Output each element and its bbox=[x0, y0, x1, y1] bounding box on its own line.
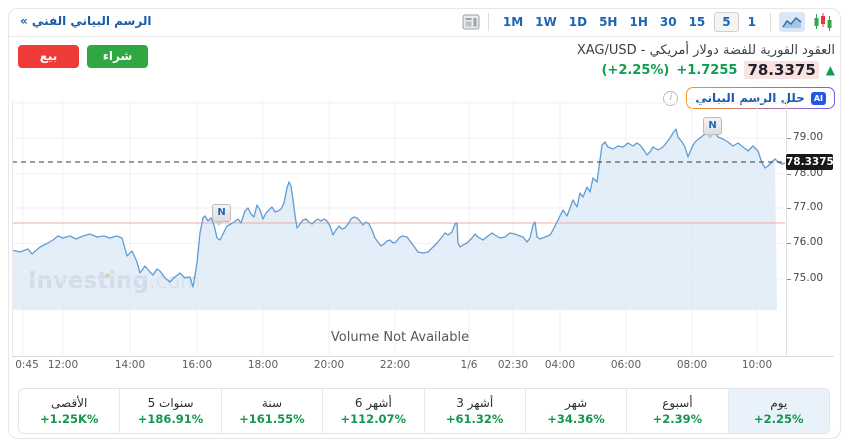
x-axis-label: 04:00 bbox=[544, 359, 576, 371]
topbar-divider bbox=[9, 36, 839, 37]
x-axis-label: 08:00 bbox=[676, 359, 708, 371]
volume-note: Volume Not Available bbox=[330, 330, 470, 345]
news-marker[interactable]: N bbox=[703, 117, 722, 139]
perf-value: +112.07% bbox=[340, 412, 407, 426]
sell-button[interactable]: بيع bbox=[18, 45, 79, 68]
y-axis-tick bbox=[787, 279, 791, 280]
last-price: 78.3375 bbox=[744, 61, 819, 79]
perf-value: +2.25% bbox=[754, 412, 804, 426]
perf-cell-4[interactable]: 6 أشهر +112.07% bbox=[323, 389, 425, 433]
perf-value: +186.91% bbox=[137, 412, 204, 426]
x-axis-label: 16:00 bbox=[181, 359, 213, 371]
x-axis-label: 02:30 bbox=[497, 359, 529, 371]
x-axis-label: 14:00 bbox=[114, 359, 146, 371]
current-price-tag: 78.3375 bbox=[786, 154, 834, 170]
perf-label: سنة bbox=[261, 396, 282, 410]
technical-chart-link[interactable]: الرسم البياني الفني » bbox=[20, 14, 152, 28]
y-axis-label: 75.00 bbox=[793, 272, 824, 284]
candlestick-chart-type-icon[interactable] bbox=[813, 12, 833, 32]
perf-label: 6 أشهر bbox=[354, 396, 392, 410]
price-chart[interactable] bbox=[12, 100, 786, 356]
timeframe-1M[interactable]: 1M bbox=[502, 15, 524, 29]
perf-label: 5 سنوات bbox=[147, 396, 194, 410]
x-axis-label: 10:00 bbox=[741, 359, 773, 371]
perf-cell-5[interactable]: سنة +161.55% bbox=[222, 389, 324, 433]
timeframe-1[interactable]: 1 bbox=[747, 15, 756, 29]
perf-label: 3 أشهر bbox=[456, 396, 494, 410]
timeframe-5[interactable]: 5 bbox=[714, 12, 739, 32]
perf-cell-3[interactable]: 3 أشهر +61.32% bbox=[425, 389, 526, 433]
timeframe-1D[interactable]: 1D bbox=[568, 15, 588, 29]
timeframe-1H[interactable]: 1H bbox=[629, 15, 648, 29]
x-axis-label: 22:00 bbox=[379, 359, 411, 371]
perf-value: +61.32% bbox=[445, 412, 504, 426]
y-axis-tick bbox=[787, 138, 791, 139]
timeframe-5H[interactable]: 5H bbox=[599, 15, 618, 29]
perf-cell-1[interactable]: أسبوع +2.39% bbox=[627, 389, 729, 433]
perf-value: +1.25K% bbox=[39, 412, 99, 426]
news-marker[interactable]: N bbox=[212, 204, 231, 226]
ai-badge-icon: AI bbox=[810, 91, 826, 105]
toolbar-separator bbox=[770, 13, 771, 31]
x-axis-label: 12:00 bbox=[47, 359, 79, 371]
change-value: +1.7255 bbox=[676, 62, 738, 78]
chart-toolbar: 1M 1W 1D 5H 1H 30 15 5 1 bbox=[462, 12, 833, 32]
perf-label: يوم bbox=[770, 396, 788, 410]
timeframe-1W[interactable]: 1W bbox=[535, 15, 557, 29]
y-axis-tick bbox=[787, 208, 791, 209]
perf-cell-0[interactable]: يوم +2.25% bbox=[728, 389, 829, 433]
x-axis-label: 18:00 bbox=[247, 359, 279, 371]
perf-cell-2[interactable]: شهر +34.36% bbox=[526, 389, 628, 433]
x-axis-label: 06:00 bbox=[610, 359, 642, 371]
plot-left-border bbox=[12, 100, 13, 356]
perf-label: الأقصى bbox=[51, 396, 88, 410]
perf-value: +161.55% bbox=[239, 412, 305, 426]
x-axis-label: 1/6 bbox=[460, 359, 478, 371]
timeframe-group: 1M 1W 1D 5H 1H 30 15 5 1 bbox=[497, 12, 762, 32]
y-axis-tick bbox=[787, 243, 791, 244]
performance-strip: يوم +2.25% أسبوع +2.39% شهر +34.36% 3 أشهر +61.… bbox=[18, 388, 830, 434]
perf-value: +34.36% bbox=[547, 412, 605, 426]
perf-cell-7[interactable]: الأقصى +1.25K% bbox=[19, 389, 121, 433]
buy-button[interactable]: شراء bbox=[87, 45, 148, 68]
toolbar-separator bbox=[487, 13, 489, 31]
y-axis-label: 76.00 bbox=[793, 236, 824, 248]
price-row: (+2.25%) +1.7255 78.3375 ▲ bbox=[601, 61, 835, 79]
timeframe-15[interactable]: 15 bbox=[688, 15, 706, 29]
instrument-title: XAG/USD - العقود الفورية للفضة دولار أمر… bbox=[576, 43, 835, 58]
y-axis-label: 77.00 bbox=[793, 201, 824, 213]
up-arrow-icon: ▲ bbox=[825, 63, 835, 77]
y-axis-label: 79.00 bbox=[793, 131, 824, 143]
area-chart-type-icon[interactable] bbox=[779, 12, 805, 32]
perf-cell-6[interactable]: 5 سنوات +186.91% bbox=[120, 389, 222, 433]
x-axis-label: 0:45 bbox=[15, 359, 39, 371]
perf-value: +2.39% bbox=[652, 412, 703, 426]
perf-label: شهر bbox=[564, 396, 588, 410]
x-axis-line bbox=[12, 356, 834, 357]
y-axis-tick bbox=[787, 174, 791, 175]
timeframe-30[interactable]: 30 bbox=[659, 15, 677, 29]
perf-label: أسبوع bbox=[662, 396, 693, 410]
y-axis-label: 78.00 bbox=[793, 167, 824, 179]
change-percent: (+2.25%) bbox=[601, 62, 670, 78]
news-panel-icon[interactable] bbox=[462, 13, 480, 31]
info-icon[interactable]: i bbox=[663, 90, 679, 106]
ai-analyze-label: حلل الرسم البياني bbox=[695, 91, 805, 105]
x-axis-label: 20:00 bbox=[313, 359, 345, 371]
y-axis-line bbox=[786, 100, 787, 356]
